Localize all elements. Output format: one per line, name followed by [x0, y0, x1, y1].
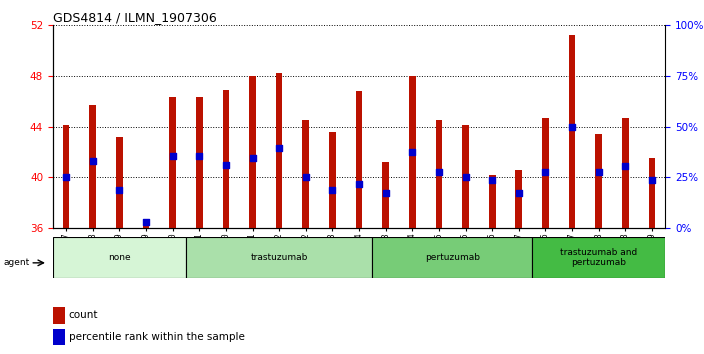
- Point: [646, 177, 658, 183]
- Bar: [596, 134, 602, 228]
- Text: count: count: [69, 310, 99, 320]
- Bar: [169, 97, 176, 228]
- Point: [433, 170, 444, 175]
- Text: percentile rank within the sample: percentile rank within the sample: [69, 332, 245, 342]
- Text: GDS4814 / ILMN_1907306: GDS4814 / ILMN_1907306: [53, 11, 217, 24]
- Bar: [515, 170, 522, 228]
- Bar: [53, 307, 65, 324]
- Point: [513, 190, 524, 195]
- Point: [140, 219, 151, 225]
- Bar: [356, 91, 363, 228]
- Bar: [53, 329, 65, 345]
- Text: pertuzumab: pertuzumab: [425, 253, 479, 262]
- Point: [620, 163, 631, 169]
- Point: [220, 162, 232, 167]
- Bar: [249, 76, 256, 228]
- Bar: [329, 132, 336, 228]
- Bar: [382, 162, 389, 228]
- Bar: [222, 90, 230, 228]
- Bar: [63, 125, 70, 228]
- Bar: [89, 105, 96, 228]
- Bar: [542, 118, 549, 228]
- Text: trastuzumab and
pertuzumab: trastuzumab and pertuzumab: [560, 248, 637, 267]
- Point: [274, 145, 285, 151]
- Bar: [143, 224, 149, 228]
- Point: [380, 190, 391, 195]
- Point: [593, 170, 604, 175]
- Point: [194, 153, 205, 159]
- Point: [300, 175, 311, 180]
- Point: [167, 153, 178, 159]
- Point: [460, 175, 471, 180]
- Point: [87, 158, 99, 164]
- Bar: [463, 125, 469, 228]
- Text: trastuzumab: trastuzumab: [251, 253, 308, 262]
- Bar: [648, 158, 655, 228]
- Text: agent: agent: [4, 258, 30, 267]
- Bar: [372, 237, 532, 278]
- Point: [540, 170, 551, 175]
- Bar: [569, 35, 575, 228]
- Point: [353, 181, 365, 187]
- Bar: [532, 237, 665, 278]
- Bar: [303, 120, 309, 228]
- Bar: [489, 175, 496, 228]
- Bar: [409, 76, 415, 228]
- Bar: [53, 237, 186, 278]
- Text: none: none: [108, 253, 131, 262]
- Bar: [116, 137, 122, 228]
- Point: [486, 177, 498, 183]
- Point: [567, 124, 578, 130]
- Bar: [186, 237, 372, 278]
- Bar: [622, 118, 629, 228]
- Point: [247, 155, 258, 161]
- Point: [327, 187, 338, 193]
- Point: [114, 187, 125, 193]
- Bar: [276, 73, 282, 228]
- Bar: [196, 97, 203, 228]
- Point: [407, 149, 418, 155]
- Bar: [436, 120, 442, 228]
- Point: [61, 175, 72, 180]
